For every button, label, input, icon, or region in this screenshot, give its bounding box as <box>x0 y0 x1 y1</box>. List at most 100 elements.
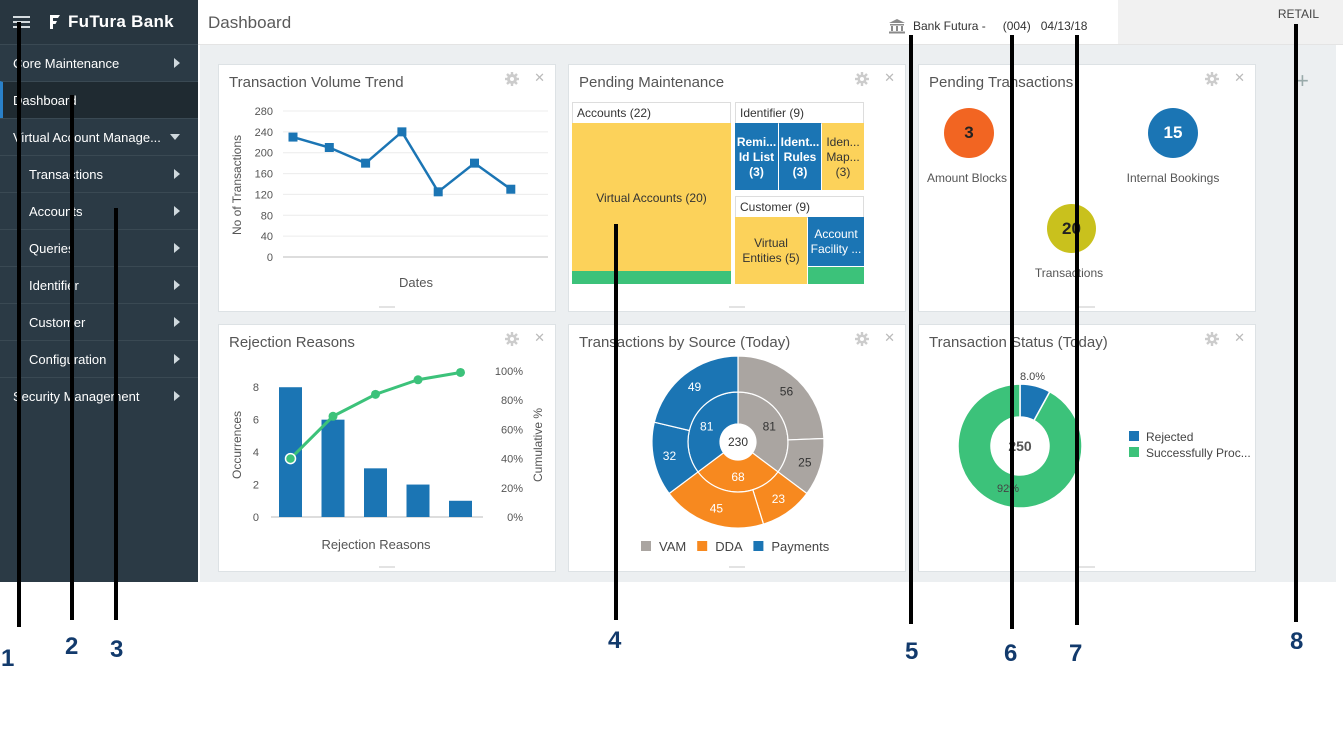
sidebar-header: FuTura Bank <box>0 0 198 44</box>
callout-line <box>614 224 618 620</box>
tile-identifier-rules[interactable]: Ident... Rules (3) <box>779 123 821 190</box>
status-slice <box>957 383 1083 509</box>
callout-number: 6 <box>1004 640 1018 667</box>
gear-icon[interactable] <box>1205 72 1219 86</box>
widget-pending-transactions: Pending Transactions ✕ 3 Amount Blocks 1… <box>918 64 1256 312</box>
close-icon[interactable]: ✕ <box>534 70 545 85</box>
resize-handle[interactable] <box>1079 306 1095 308</box>
tile-account-facility[interactable]: Account Facility ... <box>808 217 864 266</box>
legend-swatch <box>697 541 708 551</box>
gear-icon[interactable] <box>855 72 869 86</box>
sidebar-item-dashboard[interactable]: Dashboard <box>0 81 198 118</box>
tile-virtual-accounts[interactable]: Virtual Accounts (20) <box>572 123 731 271</box>
transactions-label: Transactions <box>1034 266 1104 280</box>
sidebar-item-customer[interactable]: Customer <box>0 303 198 340</box>
y-tick-label: 240 <box>255 127 273 139</box>
sidebar-item-label: Dashboard <box>13 92 77 108</box>
bank-info[interactable]: Bank Futura - (004) 04/13/18 <box>888 18 1087 34</box>
tile-customer-other[interactable] <box>808 267 864 284</box>
gear-icon[interactable] <box>1205 332 1219 346</box>
y-tick-label: 160 <box>255 169 273 181</box>
cumulative-point <box>328 411 338 421</box>
add-widget-icon[interactable]: + <box>1296 68 1309 93</box>
data-point <box>324 143 334 152</box>
chevron-right-icon <box>174 206 180 216</box>
chevron-right-icon <box>174 280 180 290</box>
close-icon[interactable]: ✕ <box>1234 330 1245 345</box>
sidebar-nav: Core Maintenance Dashboard Virtual Account… <box>0 44 198 414</box>
y-right-tick-label: 80% <box>501 395 523 407</box>
trend-chart: 280 240 200 160 120 80 40 0 Dates No of Transacti… <box>230 106 548 290</box>
outer-slice-label: 25 <box>798 456 812 470</box>
internal-bookings-bubble[interactable]: 15 <box>1148 108 1198 158</box>
sidebar-item-core-maintenance[interactable]: Core Maintenance <box>0 44 198 81</box>
y-tick-label: 8 <box>253 382 259 394</box>
resize-handle[interactable] <box>379 306 395 308</box>
outer-slice <box>737 355 825 441</box>
sidebar-item-label: Virtual Account Manage... <box>13 129 161 145</box>
amount-blocks-label: Amount Blocks <box>926 171 1008 185</box>
sidebar-item-virtual-account-manage[interactable]: Virtual Account Manage... <box>0 118 198 155</box>
role-label[interactable]: RETAIL <box>1277 7 1319 21</box>
callout-line <box>114 208 118 620</box>
rejection-chart: 8 6 4 2 0 100% 80% 60% 40% 20% 0% Rejection Reasons… <box>230 366 545 552</box>
widget-title: Rejection Reasons <box>229 334 355 351</box>
close-icon[interactable]: ✕ <box>884 70 895 85</box>
tile-remitter-id-list[interactable]: Remi... Id List (3) <box>735 123 778 190</box>
widget-pending-maintenance: Pending Maintenance ✕ Accounts (22) Virt… <box>568 64 906 312</box>
accounts-group-header: Accounts (22) <box>572 102 731 124</box>
sidebar-item-configuration[interactable]: Configuration <box>0 340 198 377</box>
resize-handle[interactable] <box>729 566 745 568</box>
tile-line: (3) <box>835 165 851 179</box>
close-icon[interactable]: ✕ <box>534 330 545 345</box>
close-icon[interactable]: ✕ <box>884 330 895 345</box>
tile-line: Id List <box>738 150 775 164</box>
data-point <box>506 184 516 194</box>
tile-virtual-entities[interactable]: Virtual Entities (5) <box>735 217 807 284</box>
widget-transaction-status: Transaction Status (Today) ✕ 8.0% 92% 250 R… <box>918 324 1256 572</box>
hamburger-menu-icon[interactable] <box>13 15 31 29</box>
callout-number: 1 <box>1 645 15 672</box>
identifier-group-header: Identifier (9) <box>735 102 864 124</box>
tile-accounts-other[interactable] <box>572 271 731 284</box>
tile-line: Map... <box>826 150 860 164</box>
callout-line <box>1010 35 1014 629</box>
amount-blocks-bubble[interactable]: 3 <box>944 108 994 158</box>
data-point <box>433 187 443 197</box>
transactions-bubble[interactable]: 20 <box>1047 204 1096 253</box>
sidebar-item-identifier[interactable]: Identifier <box>0 266 198 303</box>
bank-name: Bank Futura - <box>913 19 986 33</box>
gear-icon[interactable] <box>505 332 519 346</box>
widget-transaction-volume-trend: Transaction Volume Trend ✕ 280 240 200 160 1… <box>218 64 556 312</box>
outer-slice-label: 49 <box>688 380 702 394</box>
sidebar-item-transactions[interactable]: Transactions <box>0 155 198 192</box>
callout-line <box>70 95 74 620</box>
legend-label: Successfully Proc... <box>1146 446 1251 460</box>
resize-handle[interactable] <box>1079 566 1095 568</box>
callout-number: 7 <box>1069 640 1083 667</box>
sidebar-item-accounts[interactable]: Accounts <box>0 192 198 229</box>
gear-icon[interactable] <box>505 72 519 86</box>
top-bar: Dashboard Bank Futura - (004) 04/13/18 R… <box>198 0 1343 45</box>
resize-handle[interactable] <box>379 566 395 568</box>
outer-slice-label: 32 <box>663 449 677 463</box>
bar <box>406 484 430 517</box>
tile-identifier-map[interactable]: Iden... Map... (3) <box>822 123 864 190</box>
gear-icon[interactable] <box>855 332 869 346</box>
close-icon[interactable]: ✕ <box>1234 70 1245 85</box>
tile-label: Virtual Accounts (20) <box>596 191 707 205</box>
sidebar-item-security-management[interactable]: Security Management <box>0 377 198 414</box>
widget-title: Pending Maintenance <box>579 74 725 91</box>
y-tick-label: 200 <box>255 148 273 160</box>
sidebar-item-queries[interactable]: Queries <box>0 229 198 266</box>
callout-line <box>1075 35 1079 625</box>
tile-line: Rules <box>783 150 817 164</box>
resize-handle[interactable] <box>729 306 745 308</box>
callout-line <box>1294 24 1298 622</box>
cumulative-point <box>284 452 297 465</box>
y-tick-label: 4 <box>253 447 259 459</box>
y-tick-label: 80 <box>261 210 273 222</box>
tile-line: Entities (5) <box>742 251 800 265</box>
sidebar-item-label: Queries <box>29 240 75 256</box>
outer-slice-label: 23 <box>772 492 786 506</box>
